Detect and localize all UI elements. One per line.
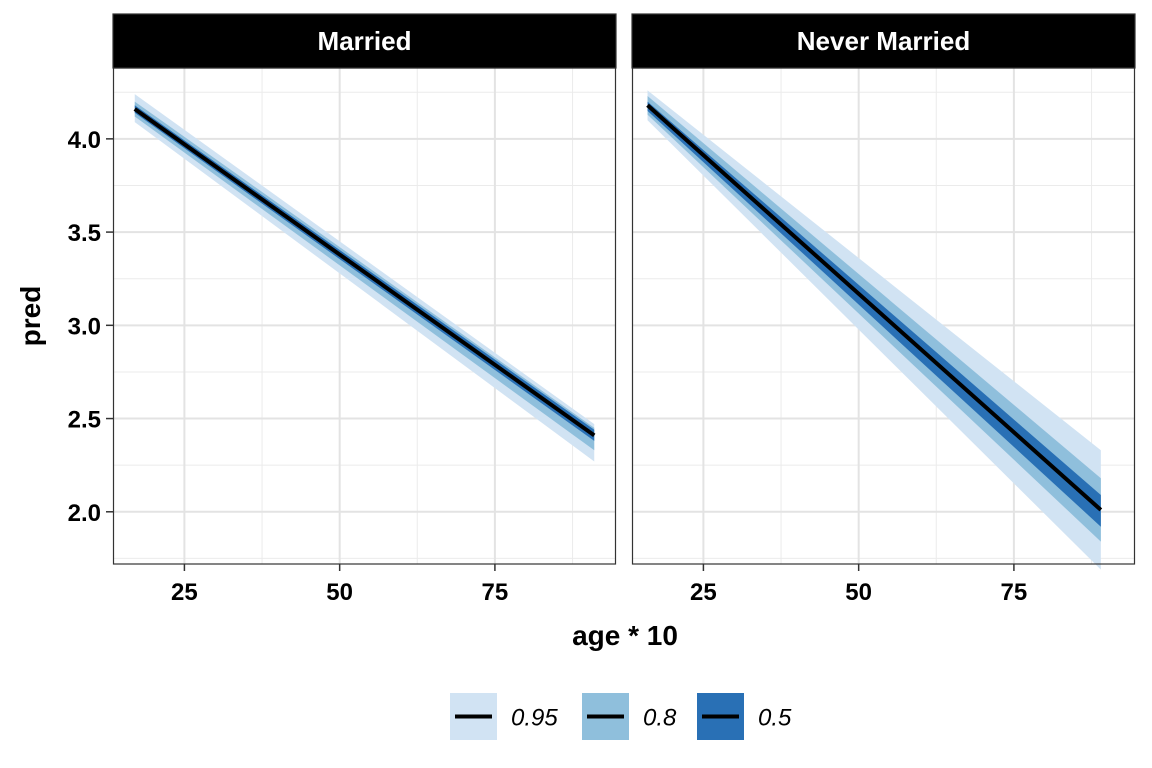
strip-label: Married xyxy=(318,26,412,56)
x-tick-label: 25 xyxy=(690,579,717,606)
x-tick-label: 50 xyxy=(845,579,872,606)
strip-background xyxy=(631,13,1136,69)
prediction-line xyxy=(646,103,1103,512)
legend-label: 0.95 xyxy=(511,705,558,732)
strip-label: Never Married xyxy=(797,26,970,56)
legend-label: 0.5 xyxy=(758,705,792,732)
y-tick-label: 2.5 xyxy=(68,407,101,434)
panel-never-married: Never Married xyxy=(631,13,1136,570)
y-tick-label: 3.0 xyxy=(68,313,101,340)
legend: 0.95 0.8 0.5 xyxy=(450,693,792,740)
y-axis-title: pred xyxy=(15,286,46,347)
prediction-line xyxy=(133,107,596,437)
y-tick-label: 4.0 xyxy=(68,127,101,154)
strip-background xyxy=(112,13,617,69)
panel-married: Married xyxy=(112,13,617,565)
y-tick-label: 3.5 xyxy=(68,220,101,247)
legend-item: 0.5 xyxy=(697,693,792,740)
x-tick-label: 75 xyxy=(482,579,509,606)
x-axis-title: age * 10 xyxy=(572,620,678,651)
y-tick-label: 2.0 xyxy=(68,500,101,527)
x-tick-label: 75 xyxy=(1001,579,1028,606)
legend-label: 0.8 xyxy=(643,705,677,732)
x-tick-label: 25 xyxy=(171,579,198,606)
legend-item: 0.95 xyxy=(450,693,558,740)
legend-item: 0.8 xyxy=(582,693,677,740)
x-tick-label: 50 xyxy=(326,579,353,606)
